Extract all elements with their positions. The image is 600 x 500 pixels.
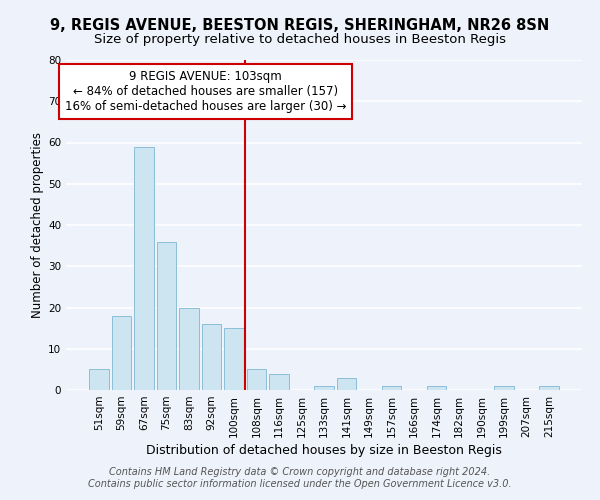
Bar	[337, 378, 356, 390]
Bar	[179, 308, 199, 390]
Bar	[134, 146, 154, 390]
Bar	[202, 324, 221, 390]
Bar	[247, 370, 266, 390]
Text: Contains HM Land Registry data © Crown copyright and database right 2024.
Contai: Contains HM Land Registry data © Crown c…	[88, 468, 512, 489]
Bar	[157, 242, 176, 390]
Bar	[269, 374, 289, 390]
Bar	[224, 328, 244, 390]
Bar	[382, 386, 401, 390]
Bar	[427, 386, 446, 390]
Text: 9, REGIS AVENUE, BEESTON REGIS, SHERINGHAM, NR26 8SN: 9, REGIS AVENUE, BEESTON REGIS, SHERINGH…	[50, 18, 550, 32]
Bar	[539, 386, 559, 390]
Bar	[494, 386, 514, 390]
Text: 9 REGIS AVENUE: 103sqm
← 84% of detached houses are smaller (157)
16% of semi-de: 9 REGIS AVENUE: 103sqm ← 84% of detached…	[65, 70, 346, 113]
Bar	[89, 370, 109, 390]
X-axis label: Distribution of detached houses by size in Beeston Regis: Distribution of detached houses by size …	[146, 444, 502, 457]
Bar	[112, 316, 131, 390]
Bar	[314, 386, 334, 390]
Y-axis label: Number of detached properties: Number of detached properties	[31, 132, 44, 318]
Text: Size of property relative to detached houses in Beeston Regis: Size of property relative to detached ho…	[94, 32, 506, 46]
